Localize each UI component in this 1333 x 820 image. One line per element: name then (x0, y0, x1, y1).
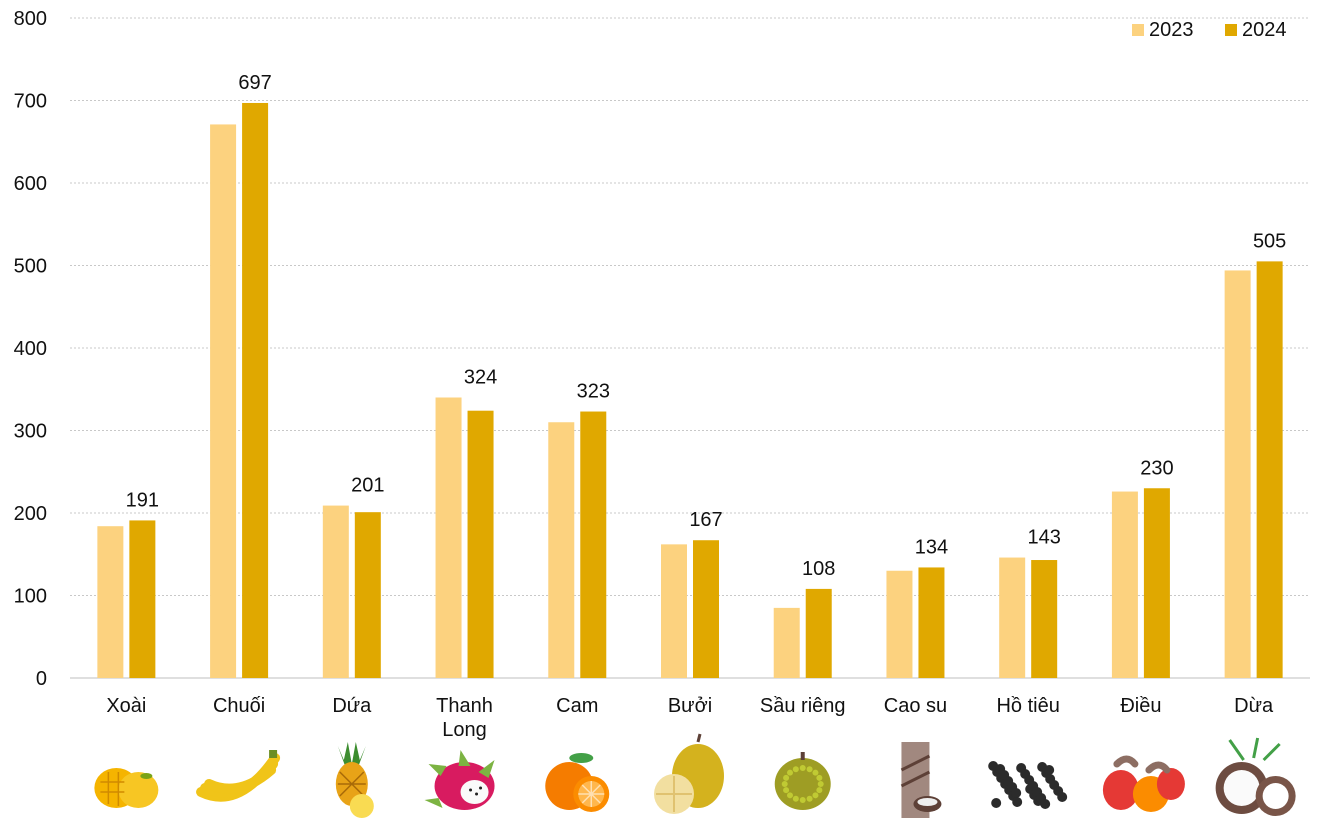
orange-icon (545, 753, 610, 812)
y-tick-label: 700 (14, 91, 47, 113)
bar-2024 (1031, 560, 1058, 678)
data-label: 201 (351, 475, 384, 497)
legend-swatch-2023 (1132, 24, 1144, 36)
category-label: Điều (1120, 695, 1161, 717)
data-label: 134 (915, 536, 948, 558)
legend-swatch-2024 (1225, 24, 1237, 36)
bar-2023 (97, 526, 124, 678)
category-label: Bưởi (668, 695, 712, 717)
bar-2024 (242, 102, 269, 679)
bar-2023 (999, 557, 1026, 678)
bar-2023 (661, 544, 687, 678)
legend-label-2023: 2023 (1149, 19, 1194, 41)
durian-icon (774, 752, 831, 810)
category-label: Hồ tiêu (996, 695, 1059, 717)
category-label: Thanh Long (436, 695, 493, 741)
bar-2023 (1224, 270, 1251, 678)
coconut-icon (1215, 737, 1296, 816)
data-label: 505 (1253, 230, 1286, 252)
bar-2023 (210, 124, 237, 679)
y-tick-label: 0 (36, 668, 47, 690)
data-label: 108 (802, 558, 835, 580)
y-tick-label: 500 (14, 256, 47, 278)
bar-2023 (773, 607, 800, 678)
category-label: Dứa (332, 695, 372, 717)
rubber-tree-icon (900, 742, 942, 818)
bar-2023 (322, 505, 349, 678)
y-tick-label: 300 (14, 421, 47, 443)
bar-2024 (354, 512, 381, 678)
data-label: 191 (126, 489, 159, 511)
y-tick-label: 100 (14, 586, 47, 608)
bar-2023 (435, 397, 462, 678)
legend-label-2024: 2024 (1242, 19, 1287, 41)
cashew-icon (1102, 755, 1185, 812)
y-tick-label: 400 (14, 338, 47, 360)
category-label: Dừa (1234, 695, 1274, 717)
bar-2024 (580, 411, 607, 678)
banana-icon (196, 750, 281, 802)
category-label: Cao su (884, 695, 947, 717)
bar-2024 (918, 567, 945, 678)
bar-2024 (1256, 261, 1283, 678)
data-label: 697 (238, 72, 271, 94)
bar-2024 (693, 540, 719, 678)
bar-2023 (886, 570, 913, 678)
y-tick-label: 600 (14, 173, 47, 195)
bar-2023 (1111, 491, 1138, 678)
data-label: 143 (1027, 527, 1060, 549)
data-label: 167 (689, 509, 722, 531)
category-label: Cam (556, 695, 598, 717)
bar-2024 (129, 520, 156, 678)
black-pepper-icon (988, 761, 1068, 809)
data-label: 324 (464, 367, 497, 389)
dragon-fruit-icon (424, 750, 495, 810)
pineapple-icon (335, 742, 374, 818)
category-label: Chuối (213, 695, 265, 717)
y-tick-label: 800 (14, 8, 47, 30)
bar-2023 (548, 422, 575, 678)
bar-2024 (1143, 488, 1170, 678)
category-label: Xoài (106, 695, 146, 717)
bar-2024 (467, 410, 494, 678)
data-label: 230 (1140, 457, 1173, 479)
pomelo-icon (654, 733, 724, 814)
bar-2024 (805, 588, 832, 678)
category-label: Sầu riêng (760, 695, 846, 717)
y-tick-label: 200 (14, 503, 47, 525)
mango-icon (94, 768, 159, 808)
data-label: 323 (577, 381, 610, 403)
